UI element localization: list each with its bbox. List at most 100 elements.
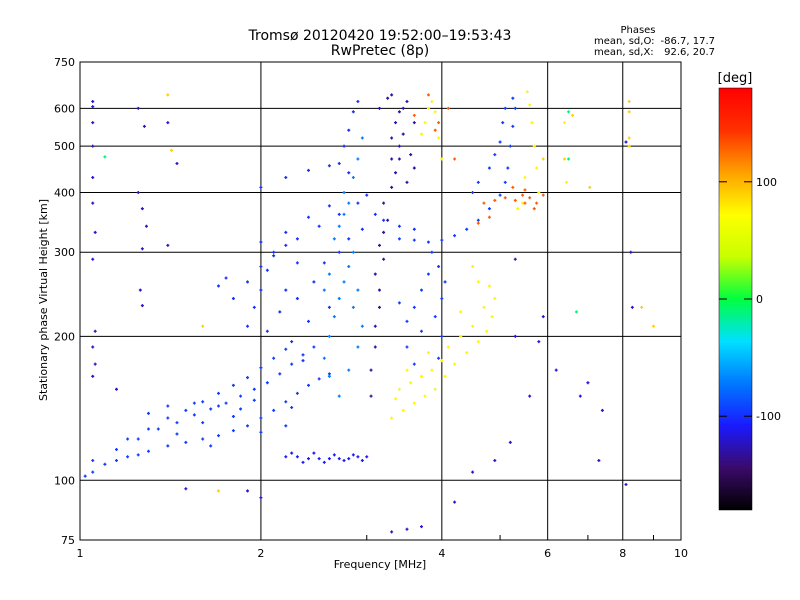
data-point: [377, 288, 381, 292]
data-point: [284, 347, 288, 351]
data-point: [347, 171, 351, 175]
data-point: [295, 237, 299, 241]
data-point: [231, 297, 235, 301]
data-point: [217, 489, 220, 493]
data-point: [440, 238, 444, 242]
data-point: [342, 190, 346, 194]
data-point: [574, 310, 578, 314]
data-point: [217, 404, 220, 408]
data-point: [390, 157, 394, 161]
data-point: [184, 408, 188, 412]
data-point: [563, 121, 567, 125]
data-point: [332, 315, 336, 319]
x-axis-label: Frequency [MHz]: [334, 558, 426, 571]
data-point: [265, 329, 269, 333]
data-point: [307, 457, 311, 461]
data-point: [446, 106, 450, 110]
data-point: [465, 227, 469, 231]
data-point: [412, 166, 416, 170]
data-point: [532, 207, 536, 211]
data-point: [327, 457, 331, 461]
data-point: [126, 437, 130, 441]
data-point: [146, 411, 150, 415]
data-point: [347, 265, 351, 269]
data-point: [513, 334, 517, 338]
x-tick-label: 6: [544, 547, 551, 560]
data-point: [342, 144, 346, 148]
data-point: [290, 451, 294, 455]
data-point: [430, 368, 434, 372]
data-point: [170, 148, 174, 152]
data-point: [390, 93, 394, 97]
data-point: [578, 394, 582, 398]
data-point: [390, 185, 394, 189]
data-point: [246, 424, 250, 428]
data-point: [252, 398, 256, 402]
data-point: [246, 376, 250, 380]
data-point: [301, 353, 305, 357]
data-point: [382, 257, 386, 261]
data-point: [259, 240, 263, 244]
data-point: [342, 280, 346, 284]
y-tick-label: 75: [61, 534, 75, 547]
data-point: [337, 457, 341, 461]
data-point: [192, 401, 196, 405]
data-point: [503, 106, 507, 110]
colorbar-ticks: 100 0 -100: [719, 176, 781, 423]
data-point: [437, 265, 441, 269]
data-point: [419, 525, 423, 529]
data-point: [284, 175, 288, 179]
data-point: [627, 110, 631, 114]
data-point: [397, 157, 401, 161]
data-point: [91, 100, 95, 104]
data-point: [377, 243, 381, 247]
data-point: [405, 180, 409, 184]
y-axis-label: Stationary phase Virtual Height [km]: [37, 199, 50, 401]
data-point: [516, 207, 520, 211]
data-point: [337, 297, 341, 301]
data-point: [93, 329, 97, 333]
data-point: [284, 243, 288, 247]
data-point: [537, 340, 541, 344]
data-point: [440, 359, 444, 363]
data-point: [259, 416, 263, 420]
y-tick-label: 600: [54, 102, 75, 115]
data-point: [91, 121, 95, 125]
data-point: [246, 324, 250, 328]
data-point: [175, 161, 179, 165]
data-point: [217, 434, 220, 438]
data-point: [290, 340, 294, 344]
data-point: [91, 345, 95, 349]
data-point: [284, 455, 288, 459]
data-point: [93, 230, 97, 234]
data-point: [459, 334, 463, 338]
data-point: [265, 268, 269, 272]
data-point: [426, 240, 430, 244]
data-point: [511, 96, 515, 100]
data-point: [356, 455, 360, 459]
data-point: [401, 408, 405, 412]
data-point: [530, 121, 534, 125]
x-tick-label: 4: [438, 547, 445, 560]
data-point: [91, 374, 95, 378]
data-point: [272, 254, 276, 258]
data-point: [433, 128, 437, 132]
data-point: [397, 224, 401, 228]
data-point: [624, 482, 628, 486]
data-point: [600, 408, 604, 412]
data-point: [503, 196, 507, 200]
data-point: [278, 372, 282, 376]
data-point: [272, 356, 276, 360]
data-point: [426, 272, 430, 276]
data-point: [493, 458, 497, 462]
data-point: [322, 288, 326, 292]
data-point: [337, 212, 341, 216]
x-tick-label: 2: [257, 547, 264, 560]
data-point: [365, 455, 369, 459]
data-point: [175, 421, 179, 425]
data-point: [440, 334, 444, 338]
data-point: [114, 387, 118, 391]
data-point: [471, 324, 475, 328]
data-point: [114, 447, 118, 451]
